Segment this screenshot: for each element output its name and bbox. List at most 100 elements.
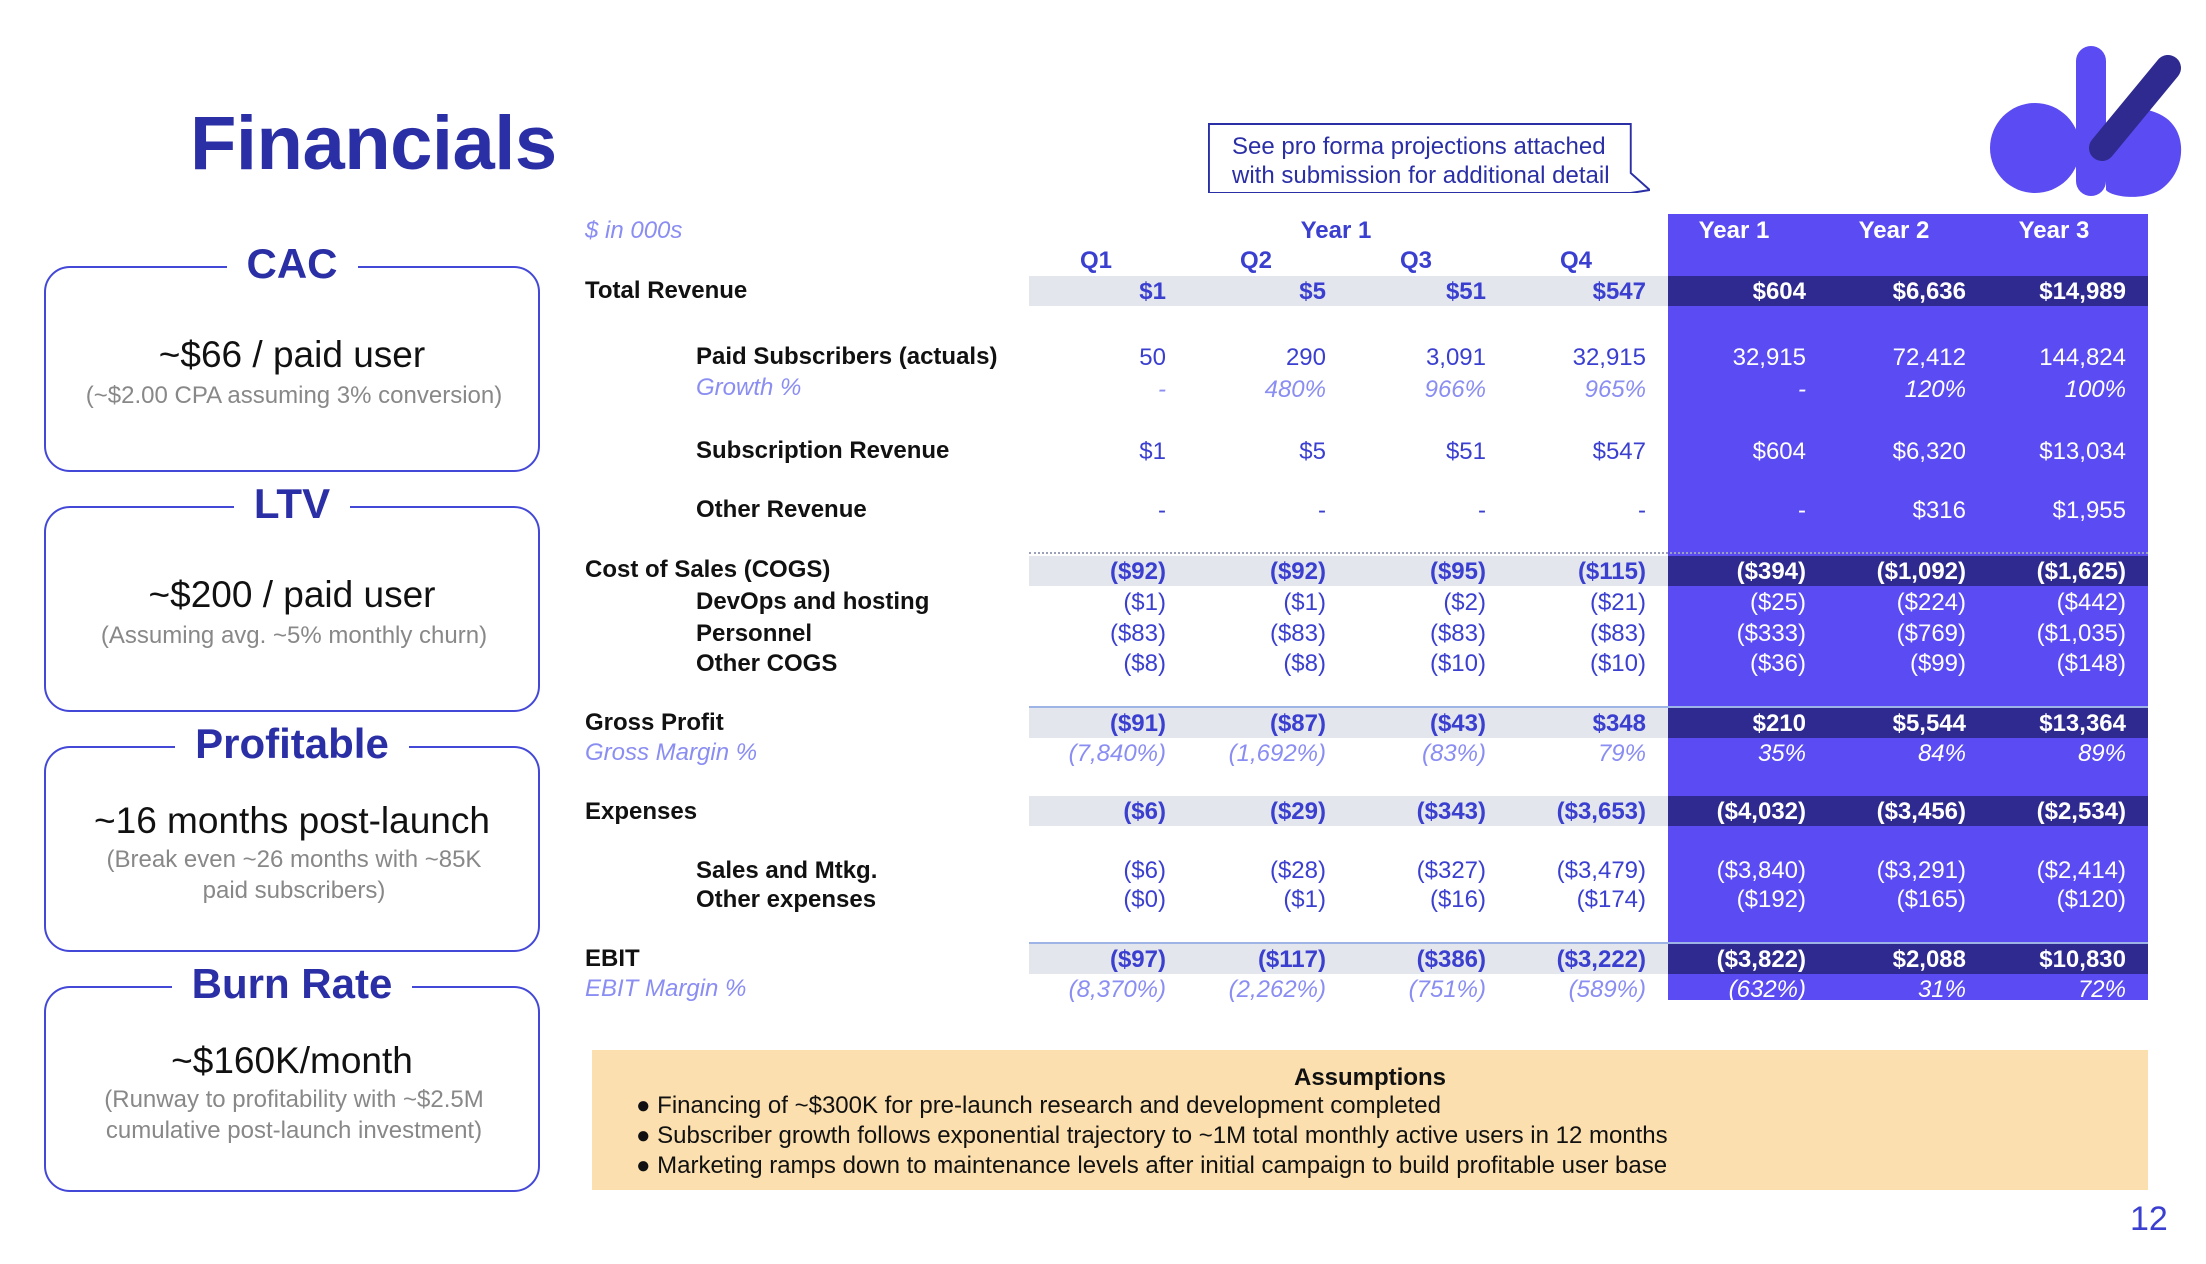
card-subtext: (Runway to profitability with ~$2.5M cumu… [104,1086,484,1144]
card-subtext: (~$2.00 CPA assuming 3% conversion) [85,382,503,409]
row-label-ebit: EBIT [585,945,640,972]
cell-expenses-y1: ($4,032) [1716,798,1806,825]
assumptions-title: Assumptions [1293,1064,1446,1091]
cell-gross-margin-q2: (1,692%) [1228,740,1326,767]
row-label-other-cogs: Other COGS [696,650,838,677]
cell-other-revenue-q3: - [1478,497,1486,524]
cell-sales-mktg-q4: ($3,479) [1556,857,1646,884]
cell-growth-q3: 966% [1424,376,1486,403]
cell-personnel-q3: ($83) [1429,620,1486,647]
cell-ebit-y1: ($3,822) [1716,946,1806,973]
cell-other-revenue-y2: $316 [1912,497,1966,524]
cell-expenses-y3: ($2,534) [2036,798,2126,825]
row-label-ebit-margin: EBIT Margin % [585,975,747,1002]
cell-ebit-margin-q2: (2,262%) [1228,976,1326,1003]
cell-growth-q2: 480% [1264,376,1326,403]
row-label-gross-profit: Gross Profit [585,709,724,736]
cell-ebit-y2: $2,088 [1892,946,1966,973]
page-title: Financials [190,101,557,186]
band-gross-profit [1029,708,1668,738]
header-year2: Year 2 [1858,217,1930,244]
cell-other-revenue-q2: - [1318,497,1326,524]
cell-gross-margin-q3: (83%) [1421,740,1486,767]
cell-devops-q4: ($21) [1589,589,1646,616]
header-q4: Q4 [1559,247,1592,274]
row-label-personnel: Personnel [696,620,813,647]
cell-other-expenses-y1: ($192) [1736,886,1806,913]
cell-cogs-q1: ($92) [1109,558,1166,585]
cell-cogs-q2: ($92) [1269,558,1326,585]
cell-devops-y3: ($442) [2056,589,2126,616]
card-subtext: (Break even ~26 months with ~85K paid sub… [106,846,482,904]
cell-sub-revenue-y1: $604 [1752,438,1806,465]
assumptions-box: Assumptions ● Financing of ~$300K for pr… [592,1050,2148,1190]
cell-paid-subs-q1: 50 [1139,344,1166,371]
cell-other-expenses-q1: ($0) [1123,886,1166,913]
row-label-paid-subscribers: Paid Subscribers (actuals) [696,343,998,370]
cell-other-expenses-y2: ($165) [1896,886,1966,913]
cell-other-cogs-y3: ($148) [2056,650,2126,677]
cell-total-revenue-q3: $51 [1445,278,1486,305]
cell-other-cogs-q1: ($8) [1123,650,1166,677]
assumption-item: ● Subscriber growth follows exponential … [636,1122,1668,1149]
cell-growth-y3: 100% [2064,376,2126,403]
card-main-value: ~$200 / paid user [148,574,436,615]
cell-expenses-q2: ($29) [1269,798,1326,825]
cell-devops-y1: ($25) [1749,589,1806,616]
card-main-value: ~16 months post-launch [94,800,490,841]
cell-expenses-y2: ($3,456) [1876,798,1966,825]
cell-ebit-q2: ($117) [1257,946,1326,973]
cell-gross-profit-y2: $5,544 [1892,710,1966,737]
cell-cogs-q3: ($95) [1429,558,1486,585]
cell-ebit-margin-y1: (632%) [1728,976,1806,1003]
cell-other-cogs-q4: ($10) [1589,650,1646,677]
cell-sub-revenue-q3: $51 [1445,438,1486,465]
cell-sales-mktg-q1: ($6) [1123,857,1166,884]
cell-sub-revenue-q4: $547 [1592,438,1646,465]
cell-other-revenue-y1: - [1798,497,1806,524]
cell-growth-y2: 120% [1904,376,1966,403]
row-label-cogs: Cost of Sales (COGS) [585,556,831,583]
cell-devops-q1: ($1) [1123,589,1166,616]
row-label-growth: Growth % [696,374,802,401]
cell-paid-subs-q4: 32,915 [1572,344,1646,371]
assumption-item: ● Financing of ~$300K for pre-launch res… [636,1092,1441,1119]
cell-paid-subs-y3: 144,824 [2039,344,2126,371]
band-ebit-annual [1668,944,2148,974]
band-ebit [1029,944,1668,974]
cell-sub-revenue-q2: $5 [1299,438,1326,465]
cell-sales-mktg-y2: ($3,291) [1876,857,1966,884]
cell-personnel-q1: ($83) [1109,620,1166,647]
row-label-gross-margin: Gross Margin % [585,739,758,766]
header-year1-group: Year 1 [1300,217,1372,244]
cell-personnel-y2: ($769) [1896,620,1966,647]
divider-dotted [1029,552,2148,554]
cell-other-revenue-q1: - [1158,497,1166,524]
cell-personnel-q4: ($83) [1589,620,1646,647]
band-cogs [1029,556,1668,586]
card-main-value: ~$160K/month [171,1040,413,1081]
cell-gross-margin-q1: (7,840%) [1068,740,1166,767]
cell-expenses-q4: ($3,653) [1556,798,1646,825]
row-label-other-expenses: Other expenses [696,886,877,913]
cell-ebit-q3: ($386) [1416,946,1486,973]
cell-total-revenue-q4: $547 [1592,278,1646,305]
band-expenses [1029,796,1668,826]
cell-gross-profit-q3: ($43) [1429,710,1486,737]
row-label-sales-marketing: Sales and Mtkg. [696,857,878,884]
divider-ebit [1029,942,2148,944]
cell-ebit-margin-q1: (8,370%) [1068,976,1166,1003]
cell-total-revenue-y2: $6,636 [1892,278,1966,305]
row-label-expenses: Expenses [585,798,698,825]
cell-paid-subs-q2: 290 [1285,344,1326,371]
cell-other-expenses-q2: ($1) [1283,886,1326,913]
cell-devops-y2: ($224) [1896,589,1966,616]
cell-total-revenue-y3: $14,989 [2039,278,2126,305]
header-year3: Year 3 [2018,217,2090,244]
cell-sales-mktg-q2: ($28) [1269,857,1326,884]
cell-gross-profit-q2: ($87) [1269,710,1326,737]
card-label: Profitable [175,720,409,767]
cell-ebit-q1: ($97) [1109,946,1166,973]
cell-gross-profit-y1: $210 [1752,710,1806,737]
cell-sales-mktg-y1: ($3,840) [1716,857,1806,884]
